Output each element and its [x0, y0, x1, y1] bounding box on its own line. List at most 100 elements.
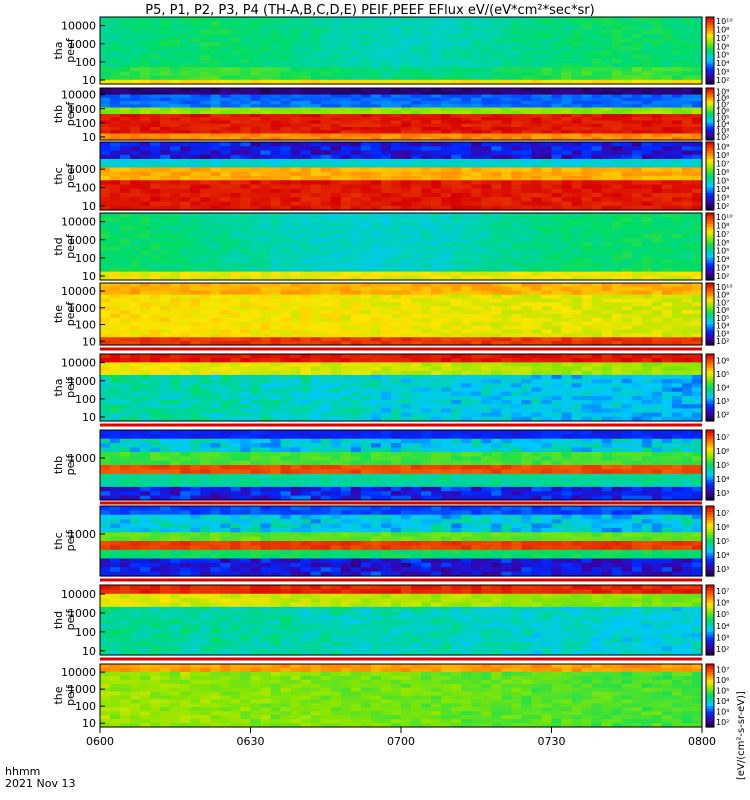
heatmap-cell — [481, 29, 492, 35]
heatmap-cell — [401, 136, 412, 141]
heatmap-cell — [661, 91, 673, 96]
heatmap-cell — [270, 329, 282, 334]
heatmap-cell — [250, 254, 262, 260]
heatmap-cell — [471, 193, 482, 198]
y-tick-label: 100 — [75, 117, 96, 130]
heatmap-cell — [290, 302, 302, 307]
heatmap-cell — [471, 321, 482, 327]
heatmap-cell — [290, 159, 302, 164]
heatmap-cell — [210, 337, 221, 342]
heatmap-cell — [421, 188, 432, 194]
heatmap-cell — [621, 171, 633, 177]
heatmap-cell — [641, 263, 653, 269]
heatmap-cell — [120, 333, 131, 338]
heatmap-cell — [390, 171, 402, 177]
heatmap-cell — [100, 120, 111, 125]
heatmap-cell — [350, 97, 362, 102]
heatmap-cell — [350, 286, 362, 292]
heatmap-cell — [551, 250, 563, 256]
heatmap-cell — [350, 333, 362, 338]
heatmap-cell — [350, 133, 362, 138]
heatmap-cell — [661, 271, 673, 277]
heatmap-cell — [551, 242, 563, 248]
heatmap-cell — [621, 213, 633, 218]
heatmap-cell — [561, 314, 573, 319]
heatmap-cell — [581, 201, 593, 207]
heatmap-cell — [681, 97, 693, 102]
heatmap-cell — [401, 337, 412, 342]
heatmap-cell — [180, 46, 191, 52]
heatmap-cell — [681, 58, 693, 64]
heatmap-cell — [250, 341, 262, 346]
heatmap-cell — [431, 294, 442, 300]
heatmap-cell — [621, 201, 633, 207]
heatmap-cell — [340, 171, 352, 177]
heatmap-cell — [340, 167, 352, 173]
heatmap-cell — [150, 225, 161, 231]
heatmap-cell — [150, 221, 161, 227]
heatmap-cell — [591, 101, 603, 105]
heatmap-cell — [120, 294, 131, 300]
heatmap-cell — [531, 197, 543, 203]
heatmap-cell — [641, 54, 653, 60]
heatmap-cell — [180, 286, 191, 292]
heatmap-cell — [230, 136, 242, 141]
heatmap-cell — [150, 267, 161, 273]
heatmap-cell — [631, 225, 643, 231]
heatmap-cell — [641, 238, 653, 243]
heatmap-cell — [240, 120, 252, 125]
heatmap-cell — [511, 88, 522, 92]
heatmap-cell — [441, 314, 452, 319]
heatmap-cell — [531, 114, 543, 118]
heatmap-cell — [350, 229, 362, 235]
heatmap-cell — [360, 67, 372, 73]
heatmap-cell — [270, 42, 282, 47]
heatmap-cell — [581, 75, 593, 81]
heatmap-cell — [601, 184, 613, 190]
heatmap-cell — [651, 101, 663, 105]
colorbar-segment — [706, 101, 714, 104]
heatmap-cell — [401, 37, 412, 43]
heatmap-cell — [441, 71, 452, 77]
heatmap-cell — [691, 250, 703, 256]
heatmap-cell — [390, 159, 402, 164]
heatmap-cell — [651, 114, 663, 118]
heatmap-cell — [641, 180, 653, 186]
heatmap-cell — [110, 37, 121, 43]
heatmap-cell — [200, 246, 211, 252]
heatmap-cell — [360, 114, 372, 118]
heatmap-cell — [390, 294, 402, 300]
heatmap-cell — [431, 42, 442, 47]
heatmap-cell — [300, 97, 312, 102]
heatmap-cell — [140, 333, 151, 338]
heatmap-cell — [150, 286, 161, 292]
heatmap-cell — [150, 114, 161, 118]
heatmap-cell — [350, 201, 362, 207]
heatmap-cell — [651, 142, 663, 147]
heatmap-cell — [370, 154, 382, 160]
heatmap-cell — [340, 163, 352, 169]
heatmap-cell — [110, 333, 121, 338]
heatmap-cell — [641, 133, 653, 138]
heatmap-cell — [591, 75, 603, 81]
heatmap-cell — [541, 286, 553, 292]
heatmap-cell — [541, 341, 553, 346]
heatmap-cell — [511, 221, 522, 227]
heatmap-cell — [180, 193, 191, 198]
heatmap-cell — [140, 133, 151, 138]
heatmap-cell — [330, 306, 342, 311]
heatmap-cell — [571, 180, 583, 186]
heatmap-cell — [340, 67, 352, 73]
heatmap-cell — [451, 150, 462, 156]
heatmap-cell — [561, 71, 573, 77]
heatmap-cell — [631, 120, 643, 125]
heatmap-cell — [461, 217, 472, 222]
heatmap-cell — [681, 188, 693, 194]
heatmap-cell — [551, 283, 563, 288]
heatmap-cell — [260, 283, 272, 288]
heatmap-cell — [270, 325, 282, 331]
heatmap-cell — [601, 275, 613, 281]
heatmap-cell — [431, 146, 442, 152]
heatmap-cell — [481, 50, 492, 56]
heatmap-cell — [320, 101, 332, 105]
